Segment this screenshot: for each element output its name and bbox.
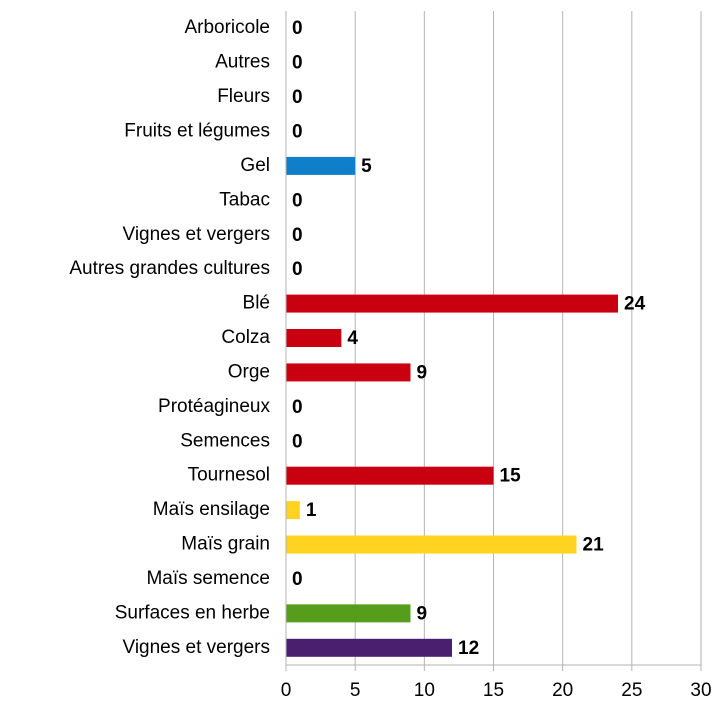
data-label: 0 xyxy=(292,569,303,590)
x-tick-label: 10 xyxy=(414,680,435,701)
x-tick-label: 0 xyxy=(281,680,292,701)
y-tick-label: Orge xyxy=(228,361,270,382)
y-tick-label: Vignes et vergers xyxy=(122,224,270,245)
data-label: 0 xyxy=(292,53,303,74)
y-tick-label: Colza xyxy=(221,327,270,348)
bar xyxy=(286,501,300,520)
y-tick-label: Surfaces en herbe xyxy=(115,602,270,623)
y-tick-label: Maïs ensilage xyxy=(153,499,270,520)
x-tick-label: 20 xyxy=(552,680,573,701)
x-tick-label: 30 xyxy=(690,680,711,701)
bar xyxy=(286,604,411,623)
data-label: 9 xyxy=(417,362,428,383)
y-tick-label: Gel xyxy=(240,155,270,176)
data-label: 0 xyxy=(292,431,303,452)
bar xyxy=(286,638,452,657)
data-label: 21 xyxy=(583,535,605,556)
data-label: 0 xyxy=(292,87,303,108)
y-tick-label: Blé xyxy=(243,293,270,314)
y-tick-label: Protéagineux xyxy=(158,396,270,417)
y-tick-label: Maïs semence xyxy=(146,568,270,589)
bar xyxy=(286,363,411,382)
data-label: 0 xyxy=(292,190,303,211)
data-label: 5 xyxy=(361,156,372,177)
data-label: 24 xyxy=(624,294,646,315)
y-tick-label: Maïs grain xyxy=(181,534,270,555)
x-tick-label: 5 xyxy=(350,680,361,701)
data-label: 0 xyxy=(292,259,303,280)
y-tick-label: Autres xyxy=(215,52,270,73)
data-label: 15 xyxy=(500,466,522,487)
data-label: 1 xyxy=(306,500,317,521)
y-tick-label: Fleurs xyxy=(217,86,270,107)
x-tick-label: 15 xyxy=(483,680,504,701)
data-label: 0 xyxy=(292,121,303,142)
data-label: 0 xyxy=(292,397,303,418)
y-tick-label: Vignes et vergers xyxy=(122,637,270,658)
y-tick-label: Tournesol xyxy=(188,465,270,486)
y-tick-label: Autres grandes cultures xyxy=(69,258,270,279)
y-tick-label: Arboricole xyxy=(184,17,270,38)
bar xyxy=(286,156,356,175)
data-label: 0 xyxy=(292,18,303,39)
y-tick-label: Semences xyxy=(180,430,270,451)
data-label: 4 xyxy=(347,328,358,349)
bar xyxy=(286,466,494,485)
data-label: 9 xyxy=(417,603,428,624)
bar xyxy=(286,535,577,554)
y-tick-label: Tabac xyxy=(219,189,270,210)
bar xyxy=(286,329,342,347)
bar xyxy=(286,294,618,313)
x-tick-label: 25 xyxy=(621,680,642,701)
data-label: 0 xyxy=(292,225,303,246)
data-label: 12 xyxy=(458,638,479,659)
y-tick-label: Fruits et légumes xyxy=(124,120,270,141)
